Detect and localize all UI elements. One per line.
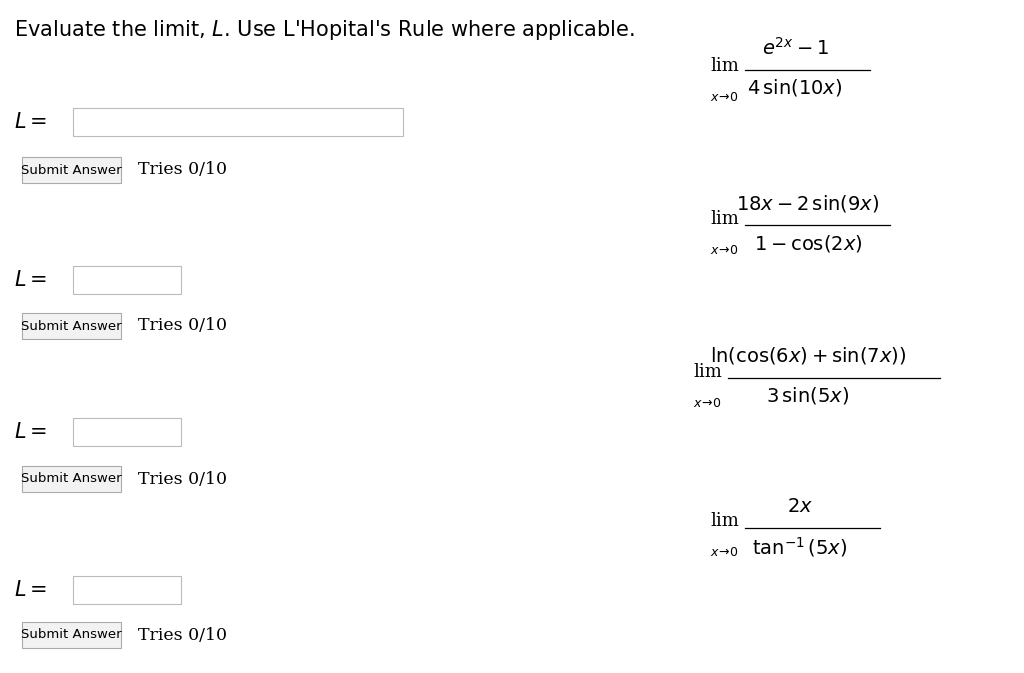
Text: Tries 0/10: Tries 0/10 (138, 162, 227, 178)
Text: $x\!\to\!0$: $x\!\to\!0$ (710, 91, 738, 104)
Text: $e^{2x} - 1$: $e^{2x} - 1$ (762, 37, 828, 59)
Text: Submit Answer: Submit Answer (22, 472, 122, 485)
Text: lim: lim (693, 363, 722, 381)
Text: $\tan^{-1}(5x)$: $\tan^{-1}(5x)$ (753, 535, 848, 559)
Text: $4\,\sin(10x)$: $4\,\sin(10x)$ (748, 77, 843, 98)
Text: lim: lim (710, 57, 739, 75)
Bar (22, 466, 121, 492)
Text: Evaluate the limit, $L$. Use L'Hopital's Rule where applicable.: Evaluate the limit, $L$. Use L'Hopital's… (14, 18, 635, 42)
Bar (73, 418, 181, 446)
Bar (22, 313, 121, 339)
Text: $L =$: $L =$ (14, 270, 47, 290)
Text: $x\!\to\!0$: $x\!\to\!0$ (693, 397, 721, 410)
Text: $1 - \cos(2x)$: $1 - \cos(2x)$ (754, 232, 862, 254)
Bar (73, 266, 181, 294)
Text: lim: lim (710, 210, 739, 228)
Text: $L =$: $L =$ (14, 580, 47, 600)
Bar (22, 622, 121, 648)
Text: Tries 0/10: Tries 0/10 (138, 318, 227, 334)
Text: Submit Answer: Submit Answer (22, 164, 122, 176)
Text: $18x - 2\,\sin(9x)$: $18x - 2\,\sin(9x)$ (736, 192, 880, 213)
Text: $2x$: $2x$ (787, 498, 813, 516)
Text: Submit Answer: Submit Answer (22, 629, 122, 641)
Text: $3\,\sin(5x)$: $3\,\sin(5x)$ (767, 386, 850, 406)
Text: lim: lim (710, 512, 739, 530)
Bar (73, 576, 181, 604)
Text: $L =$: $L =$ (14, 112, 47, 132)
Text: Submit Answer: Submit Answer (22, 320, 122, 332)
Text: $x\!\to\!0$: $x\!\to\!0$ (710, 244, 738, 257)
Text: Tries 0/10: Tries 0/10 (138, 470, 227, 487)
Bar (22, 157, 121, 183)
Text: Tries 0/10: Tries 0/10 (138, 627, 227, 643)
Bar (73, 108, 403, 136)
Text: $L =$: $L =$ (14, 422, 47, 442)
Text: $x\!\to\!0$: $x\!\to\!0$ (710, 546, 738, 559)
Text: $\ln(\cos(6x) + \sin(7x))$: $\ln(\cos(6x) + \sin(7x))$ (710, 345, 906, 367)
